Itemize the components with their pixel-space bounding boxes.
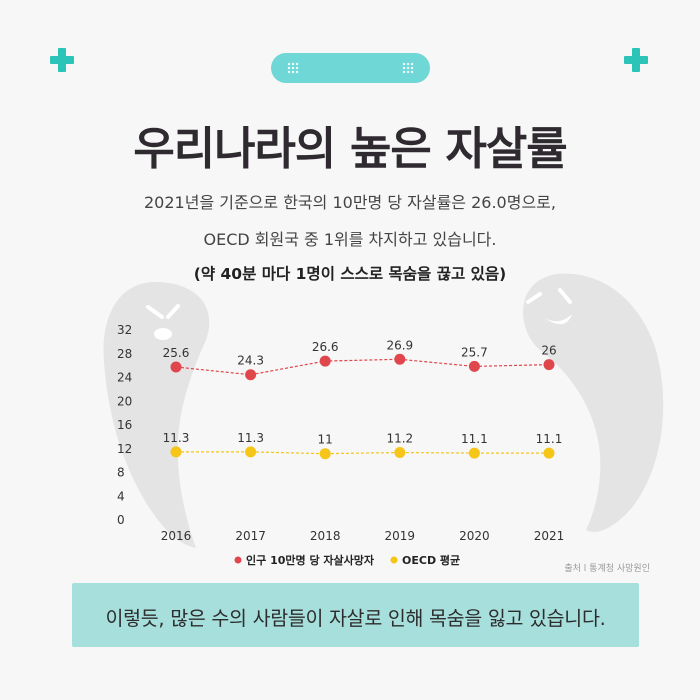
y-tick-label: 12 bbox=[117, 442, 132, 456]
bottom-banner: 이렇듯, 많은 수의 사람들이 자살로 인해 목숨을 잃고 있습니다. bbox=[72, 583, 639, 647]
data-label: 24.3 bbox=[237, 354, 264, 368]
page-title: 우리나라의 높은 자살률 bbox=[133, 122, 567, 175]
ghost-left-illustration bbox=[103, 282, 210, 548]
data-point bbox=[319, 448, 331, 460]
dots-icon bbox=[287, 62, 299, 74]
data-point bbox=[543, 447, 555, 459]
data-point bbox=[245, 446, 257, 458]
data-label: 25.7 bbox=[461, 345, 488, 359]
dots-icon bbox=[402, 62, 414, 74]
data-label: 11.1 bbox=[536, 432, 563, 446]
x-tick-label: 2020 bbox=[459, 529, 490, 543]
data-label: 11.2 bbox=[386, 432, 413, 446]
subtitle-line-1: 2021년을 기준으로 한국의 10만명 당 자살률은 26.0명으로, bbox=[144, 193, 556, 212]
legend-label: OECD 평균 bbox=[402, 553, 460, 567]
decorative-pill bbox=[271, 53, 430, 83]
series-line bbox=[176, 451, 549, 455]
data-point bbox=[319, 355, 331, 367]
data-label: 11.1 bbox=[461, 432, 488, 446]
y-tick-label: 4 bbox=[117, 489, 125, 503]
legend-label: 인구 10만명 당 자살사망자 bbox=[246, 553, 375, 567]
y-tick-label: 0 bbox=[117, 513, 125, 527]
x-tick-label: 2016 bbox=[161, 529, 192, 543]
data-point bbox=[170, 361, 182, 373]
data-point bbox=[394, 447, 406, 458]
y-tick-label: 16 bbox=[117, 418, 132, 432]
x-tick-label: 2018 bbox=[310, 529, 341, 543]
legend-marker bbox=[390, 556, 398, 564]
data-point bbox=[468, 447, 480, 459]
series-line bbox=[175, 358, 550, 376]
plus-icon bbox=[50, 48, 74, 72]
ghost-right-illustration bbox=[523, 273, 664, 532]
subtitle-line-2: OECD 회원국 중 1위를 차지하고 있습니다. bbox=[203, 230, 497, 249]
source-note: 출처 l 통계청 사망원인 bbox=[564, 564, 650, 574]
data-point bbox=[245, 369, 257, 381]
legend-marker bbox=[234, 556, 242, 564]
data-label: 26 bbox=[541, 344, 556, 358]
y-tick-label: 24 bbox=[117, 371, 132, 385]
x-tick-label: 2019 bbox=[385, 529, 416, 543]
y-tick-label: 20 bbox=[117, 394, 132, 408]
data-point bbox=[543, 359, 555, 371]
data-label: 11 bbox=[318, 433, 333, 447]
data-point bbox=[468, 360, 480, 372]
y-tick-label: 8 bbox=[117, 466, 125, 480]
y-tick-label: 28 bbox=[117, 347, 132, 361]
bottom-message: 이렇듯, 많은 수의 사람들이 자살로 인해 목숨을 잃고 있습니다. bbox=[105, 607, 606, 630]
data-label: 25.6 bbox=[163, 346, 190, 360]
data-label: 26.6 bbox=[312, 340, 339, 354]
plus-icon bbox=[624, 48, 648, 72]
data-point bbox=[394, 353, 406, 365]
y-tick-label: 32 bbox=[117, 323, 132, 337]
subtitle-note: (약 40분 마다 1명이 스스로 목숨을 끊고 있음) bbox=[193, 265, 507, 283]
x-tick-label: 2021 bbox=[534, 529, 565, 543]
data-label: 26.9 bbox=[386, 338, 413, 352]
data-point bbox=[170, 446, 182, 458]
data-label: 11.3 bbox=[237, 431, 264, 445]
data-label: 11.3 bbox=[163, 431, 190, 445]
x-tick-label: 2017 bbox=[235, 529, 266, 543]
